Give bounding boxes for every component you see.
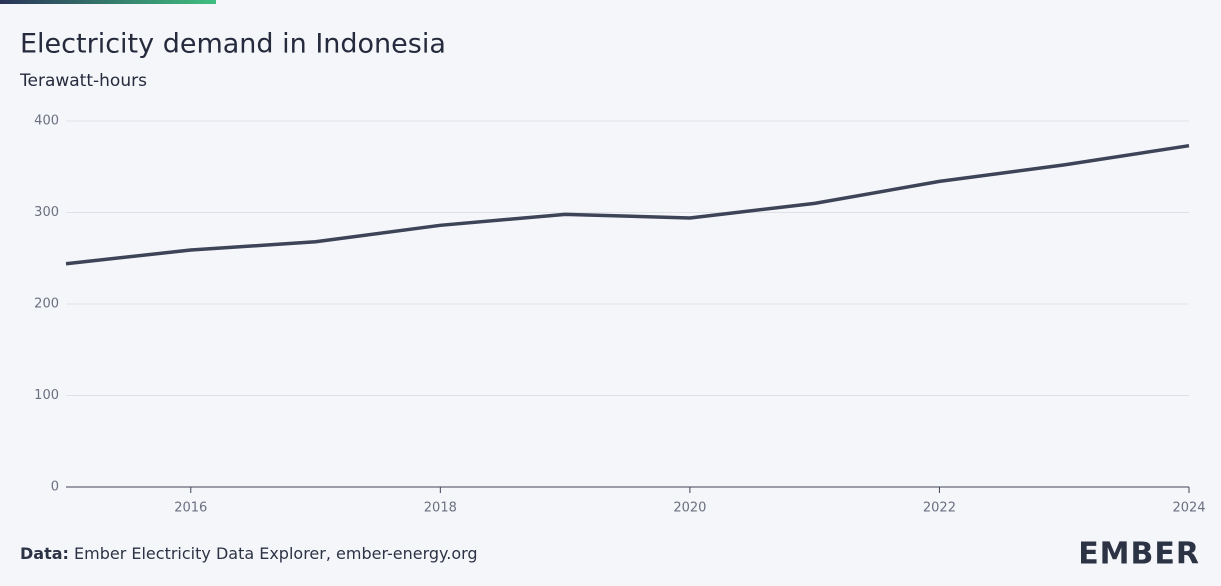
y-tick-label: 200 [34, 297, 59, 312]
x-tick-label: 2022 [923, 501, 956, 516]
accent-bar [0, 0, 216, 4]
y-tick-label: 0 [51, 480, 59, 495]
y-tick-label: 400 [34, 114, 59, 129]
line [65, 143, 1190, 266]
source: Data: Ember Electricity Data Explorer, e… [20, 544, 478, 563]
x-tick-label: 2020 [673, 501, 706, 516]
x-tick-label: 2016 [174, 501, 207, 516]
chart-subtitle: Terawatt-hours [19, 71, 147, 91]
chart-title: Electricity demand in Indonesia [20, 29, 446, 60]
x-tick-label: 2018 [424, 501, 457, 516]
y-tick-label: 300 [34, 205, 59, 220]
logo: EMBER [1078, 537, 1200, 572]
x-tick-label: 2024 [1172, 501, 1205, 516]
y-tick-label: 100 [34, 388, 59, 403]
source-text: Ember Electricity Data Explorer, ember-e… [74, 544, 478, 563]
source-label: Data: [20, 544, 69, 563]
